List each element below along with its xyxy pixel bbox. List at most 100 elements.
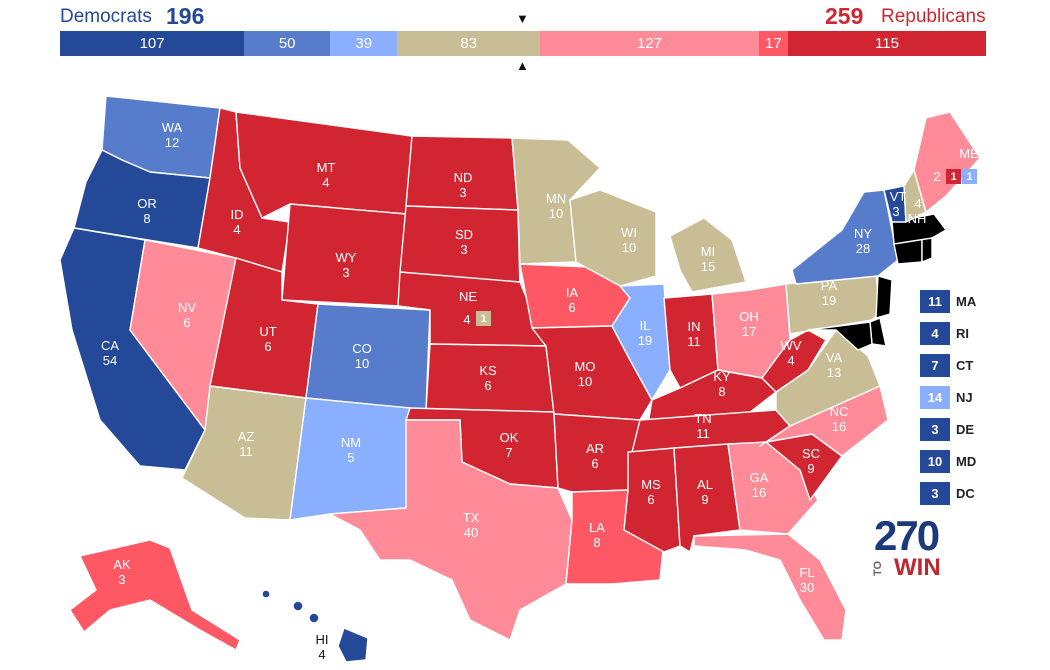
label-KS: KS 6	[479, 363, 497, 393]
small-state-ma-box[interactable]: 11	[920, 290, 950, 313]
label-MT-abbr: MT	[317, 160, 336, 175]
state-WI[interactable]	[569, 189, 657, 287]
label-AR-abbr: AR	[586, 441, 604, 456]
label-AZ-abbr: AZ	[238, 429, 255, 444]
label-VA: VA 13	[826, 350, 843, 380]
label-TX: TX 40	[463, 510, 480, 540]
small-state-md-label: MD	[956, 454, 977, 469]
democrats-label: Democrats	[60, 6, 152, 27]
small-state-ma-label: MA	[956, 294, 977, 309]
small-state-ct-label: CT	[956, 358, 974, 373]
state-NJ[interactable]	[875, 275, 893, 319]
label-UT-ev: 6	[264, 339, 271, 354]
label-IL-ev: 19	[638, 333, 652, 348]
state-MD[interactable]	[807, 321, 873, 351]
hawaii-island	[308, 612, 320, 624]
label-LA: LA 8	[589, 520, 605, 550]
label-MO-ev: 10	[578, 374, 592, 389]
small-state-dc-box[interactable]: 3	[920, 482, 950, 505]
label-NC-ev: 16	[832, 419, 846, 434]
label-MN: MN 10	[546, 191, 566, 221]
me-district1-box[interactable]: 1	[946, 169, 961, 184]
segment-lean-rep[interactable]: 127	[540, 31, 759, 56]
label-MS-ev: 6	[647, 492, 654, 507]
state-WV[interactable]	[761, 329, 827, 393]
label-NC: NC 16	[830, 404, 849, 434]
label-HI-abbr: HI	[316, 632, 329, 647]
label-OR: OR 8	[137, 196, 157, 226]
label-AR-ev: 6	[591, 456, 598, 471]
label-FL-ev: 30	[800, 580, 814, 595]
label-PA-abbr: PA	[821, 278, 838, 293]
center-marker-bottom: ▲	[516, 58, 529, 73]
small-state-nj-box[interactable]: 14	[920, 386, 950, 409]
small-state-de-label: DE	[956, 422, 975, 437]
label-ME-ev: 2	[933, 169, 940, 184]
label-CO-abbr: CO	[352, 341, 372, 356]
small-state-md-box[interactable]: 10	[920, 450, 950, 473]
state-ME[interactable]	[913, 111, 981, 213]
label-ND: ND 3	[454, 170, 473, 200]
label-TN-abbr: TN	[694, 411, 711, 426]
label-OK-ev: 7	[505, 445, 512, 460]
label-ME: ME	[959, 146, 979, 161]
label-NH-ev: 4	[914, 196, 921, 211]
state-NY[interactable]	[791, 189, 899, 285]
us-map: WA 12 OR 8 CA 54 ID 4 NV 6 MT 4 WY 3 UT 6 CO 10 A…	[59, 95, 981, 663]
label-MI-ev: 15	[701, 259, 715, 274]
label-OH: OH 17	[739, 309, 759, 339]
label-IA-ev: 6	[568, 300, 575, 315]
state-RI[interactable]	[921, 237, 933, 263]
label-NM-abbr: NM	[341, 435, 361, 450]
header: Democrats 196 259 Republicans	[0, 0, 1050, 32]
label-IA: IA 6	[566, 285, 579, 315]
label-VA-ev: 13	[827, 365, 841, 380]
small-state-de-box[interactable]: 3	[920, 418, 950, 441]
small-state-ct-box[interactable]: 7	[920, 354, 950, 377]
label-NH: 4 NH	[908, 196, 927, 226]
label-NM: NM 5	[341, 435, 361, 465]
label-MO: MO 10	[575, 359, 596, 389]
label-WV: WV 4	[781, 338, 802, 368]
label-NV: NV 6	[178, 300, 196, 330]
label-GA-ev: 16	[752, 485, 766, 500]
label-LA-abbr: LA	[589, 520, 605, 535]
segment-likely-rep[interactable]: 17	[758, 31, 788, 56]
label-AR: AR 6	[586, 441, 604, 471]
state-TX[interactable]	[329, 419, 573, 641]
me-district2-box[interactable]: 1	[962, 169, 977, 184]
hawaii-island	[261, 589, 271, 599]
label-WY: WY 3	[336, 250, 357, 280]
state-AK[interactable]	[69, 539, 241, 651]
label-ND-abbr: ND	[454, 170, 473, 185]
segment-lean-dem[interactable]: 39	[330, 31, 398, 56]
state-HI[interactable]	[337, 627, 369, 663]
state-MI[interactable]	[669, 217, 747, 293]
270towin-logo: 270 TO WIN	[872, 512, 952, 582]
label-TX-ev: 40	[464, 525, 478, 540]
label-OR-abbr: OR	[137, 196, 157, 211]
label-SC: SC 9	[802, 446, 820, 476]
segment-safe-rep[interactable]: 115	[788, 31, 986, 56]
small-state-dc-label: DC	[956, 486, 975, 501]
ne-district-box[interactable]: 1	[476, 311, 491, 326]
state-FL[interactable]	[693, 533, 847, 641]
segment-safe-dem[interactable]: 107	[60, 31, 245, 56]
label-HI: HI 4	[316, 632, 329, 662]
label-WY-ev: 3	[342, 265, 349, 280]
label-WI-ev: 10	[622, 240, 636, 255]
label-KY: KY 8	[713, 369, 731, 399]
label-VT-ev: 3	[892, 204, 899, 219]
hawaii-island	[292, 600, 304, 612]
label-WI-abbr: WI	[621, 225, 637, 240]
center-marker-top: ▼	[516, 11, 529, 26]
segment-tossup[interactable]: 83	[397, 31, 541, 56]
label-UT-abbr: UT	[259, 324, 276, 339]
label-OK: OK 7	[500, 430, 519, 460]
label-ID-abbr: ID	[231, 207, 244, 222]
label-FL-abbr: FL	[799, 565, 814, 580]
label-IL: IL 19	[638, 318, 652, 348]
segment-likely-dem[interactable]: 50	[244, 31, 331, 56]
label-AZ: AZ 11	[238, 429, 255, 459]
small-state-ri-box[interactable]: 4	[920, 322, 950, 345]
